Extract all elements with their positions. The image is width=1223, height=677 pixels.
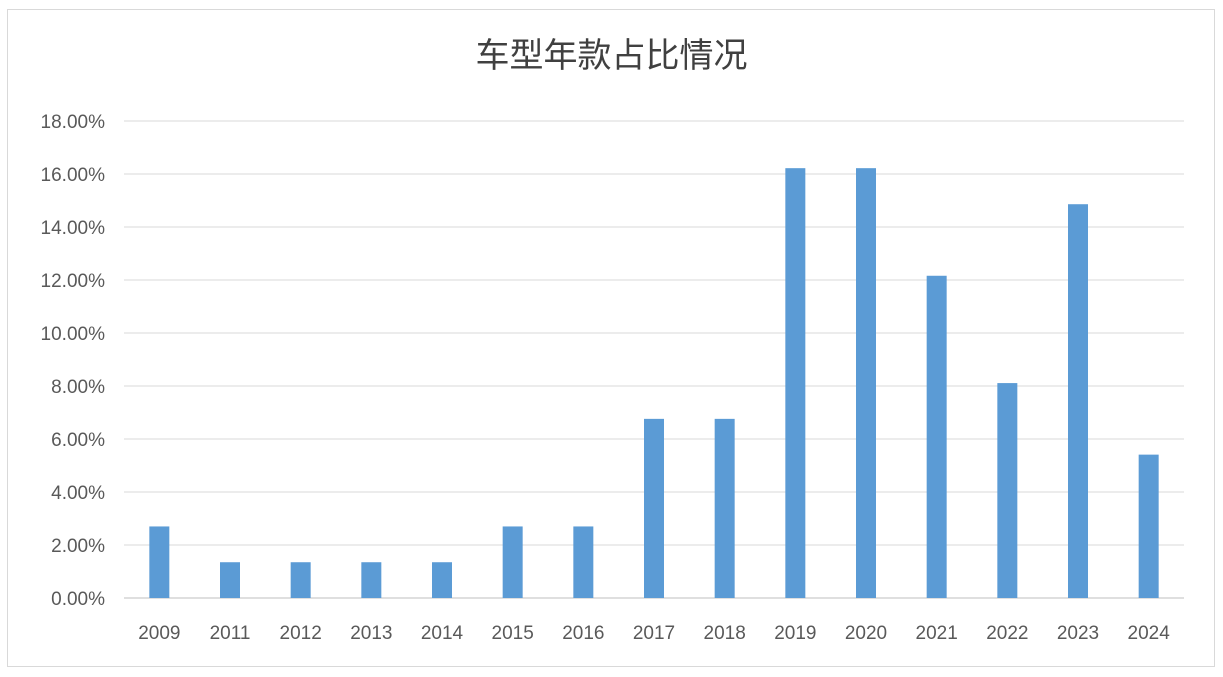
bar (290, 562, 311, 598)
y-tick-label: 6.00% (51, 430, 105, 451)
bar (1138, 454, 1159, 598)
bar (856, 168, 876, 599)
x-tick-label: 2016 (562, 623, 604, 644)
bar (785, 168, 806, 599)
bar (573, 526, 594, 598)
x-tick-label: 2015 (492, 623, 534, 644)
y-tick-label: 10.00% (41, 324, 106, 345)
bar (432, 562, 452, 598)
bar (714, 418, 735, 598)
x-tick-label: 2011 (210, 623, 251, 644)
x-tick-label: 2013 (350, 623, 392, 644)
x-tick-label: 2012 (280, 623, 322, 644)
x-tick-label: 2024 (1128, 623, 1171, 644)
bar (997, 383, 1018, 598)
y-tick-label: 2.00% (51, 536, 105, 557)
bar (361, 562, 382, 598)
y-tick-label: 0.00% (51, 589, 105, 610)
bar (149, 526, 170, 598)
y-tick-label: 4.00% (51, 483, 105, 504)
y-tick-label: 16.00% (41, 165, 106, 186)
y-tick-label: 12.00% (41, 271, 106, 292)
y-tick-label: 8.00% (51, 377, 105, 398)
bar (502, 526, 523, 598)
x-tick-label: 2021 (916, 623, 958, 644)
x-tick-label: 2018 (704, 623, 746, 644)
x-tick-label: 2019 (774, 623, 816, 644)
y-tick-label: 14.00% (41, 218, 106, 239)
x-tick-label: 2014 (421, 623, 464, 644)
x-tick-label: 2023 (1057, 623, 1099, 644)
y-tick-label: 18.00% (41, 112, 106, 133)
x-tick-label: 2009 (138, 623, 180, 644)
bar (220, 562, 240, 598)
x-tick-label: 2020 (845, 623, 887, 644)
bar (1068, 204, 1088, 598)
x-tick-label: 2022 (986, 623, 1028, 644)
chart-title: 车型年款占比情况 (475, 36, 748, 76)
x-tick-label: 2017 (633, 623, 675, 644)
bar (926, 275, 947, 598)
bar (644, 418, 664, 598)
